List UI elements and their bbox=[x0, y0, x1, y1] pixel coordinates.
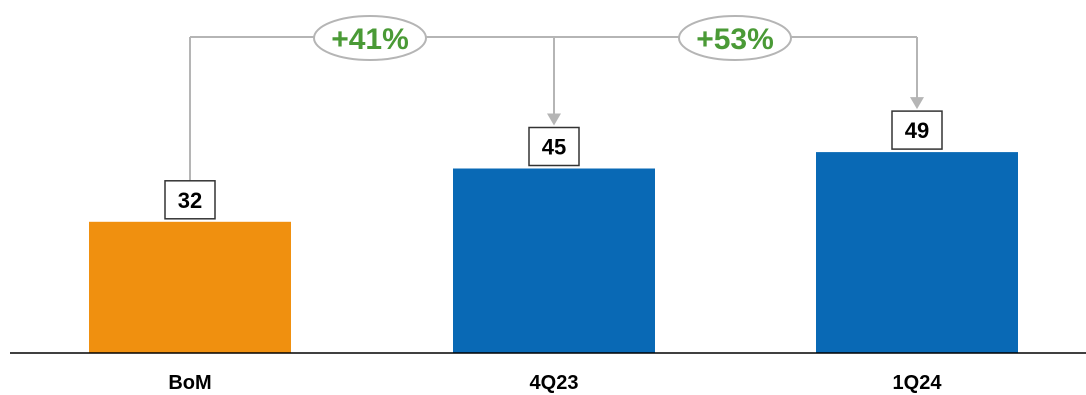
category-label-1q24: 1Q24 bbox=[893, 372, 943, 394]
growth-connectors bbox=[189, 36, 924, 181]
value-box-1q24 bbox=[891, 110, 943, 150]
value-label-1q24: 49 bbox=[905, 118, 929, 143]
value-label-bom: 32 bbox=[178, 188, 202, 213]
category-label-4q23: 4Q23 bbox=[530, 372, 579, 394]
growth-labels-group: +41% +53% bbox=[313, 15, 792, 61]
bars-group bbox=[89, 152, 1018, 353]
value-label-4q23: 45 bbox=[542, 135, 566, 160]
growth-oval-2 bbox=[678, 15, 792, 61]
bar-1q24 bbox=[816, 152, 1018, 353]
growth-label-2: +53% bbox=[696, 23, 774, 56]
value-labels-group: 32 45 49 bbox=[164, 110, 943, 220]
category-label-bom: BoM bbox=[168, 372, 211, 394]
growth-label-1: +41% bbox=[331, 23, 409, 56]
value-box-4q23 bbox=[528, 126, 580, 167]
arrowhead-1q24 bbox=[910, 97, 924, 110]
arrowhead-4q23 bbox=[547, 113, 561, 126]
bar-4q23 bbox=[453, 168, 655, 353]
growth-oval-1 bbox=[313, 15, 427, 61]
value-box-bom bbox=[164, 180, 216, 220]
bar-bom bbox=[89, 221, 291, 353]
category-labels-group: BoM 4Q23 1Q24 bbox=[168, 372, 942, 394]
